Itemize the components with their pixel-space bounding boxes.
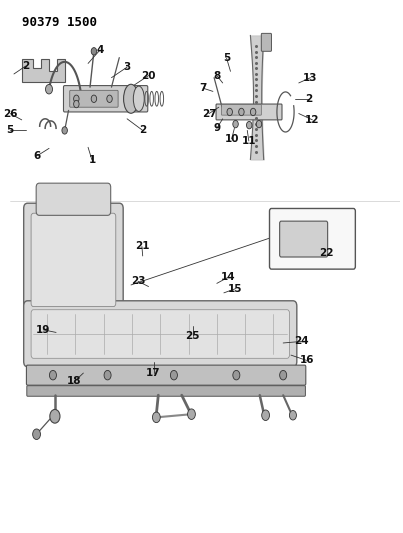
Text: 19: 19: [36, 325, 50, 335]
Text: 6: 6: [34, 151, 41, 161]
Ellipse shape: [124, 84, 138, 114]
Text: 18: 18: [67, 376, 82, 386]
Text: 2: 2: [139, 125, 146, 135]
Text: 12: 12: [305, 115, 320, 125]
Ellipse shape: [170, 370, 177, 380]
Ellipse shape: [187, 409, 195, 419]
Text: 13: 13: [303, 72, 318, 83]
Ellipse shape: [289, 410, 297, 420]
Ellipse shape: [91, 95, 97, 102]
Ellipse shape: [280, 370, 287, 380]
Text: 3: 3: [123, 62, 131, 72]
Text: 9: 9: [213, 123, 220, 133]
Text: 25: 25: [185, 331, 200, 341]
Ellipse shape: [233, 120, 238, 128]
FancyBboxPatch shape: [70, 90, 118, 107]
Text: 7: 7: [199, 83, 207, 93]
Text: 26: 26: [3, 109, 17, 118]
Text: 10: 10: [224, 134, 239, 144]
Text: 5: 5: [223, 53, 230, 63]
Text: 20: 20: [141, 70, 156, 80]
Ellipse shape: [133, 86, 144, 111]
Text: 11: 11: [241, 136, 256, 146]
Ellipse shape: [233, 370, 240, 380]
Text: 24: 24: [295, 336, 309, 346]
FancyBboxPatch shape: [36, 183, 111, 215]
Ellipse shape: [50, 370, 56, 380]
Text: 90379 1500: 90379 1500: [22, 16, 97, 29]
Ellipse shape: [74, 100, 79, 108]
FancyBboxPatch shape: [261, 34, 272, 51]
FancyBboxPatch shape: [31, 213, 116, 306]
FancyBboxPatch shape: [270, 208, 355, 269]
Text: 22: 22: [319, 248, 333, 259]
Ellipse shape: [227, 108, 233, 116]
Text: 27: 27: [202, 109, 216, 118]
Text: 23: 23: [131, 276, 145, 286]
Ellipse shape: [247, 122, 252, 129]
FancyBboxPatch shape: [27, 365, 306, 385]
Ellipse shape: [239, 108, 244, 116]
Text: 8: 8: [213, 70, 220, 80]
Ellipse shape: [33, 429, 40, 440]
Ellipse shape: [104, 370, 111, 380]
Text: 5: 5: [6, 125, 14, 135]
Ellipse shape: [91, 47, 97, 55]
Ellipse shape: [62, 127, 67, 134]
Ellipse shape: [250, 108, 256, 116]
Text: 2: 2: [305, 94, 312, 104]
FancyBboxPatch shape: [31, 310, 289, 358]
FancyBboxPatch shape: [216, 104, 282, 120]
Ellipse shape: [50, 409, 60, 423]
Text: 4: 4: [96, 45, 104, 55]
Text: 1: 1: [88, 155, 96, 165]
FancyBboxPatch shape: [64, 86, 148, 112]
Text: 17: 17: [146, 368, 161, 378]
Ellipse shape: [46, 84, 52, 94]
FancyBboxPatch shape: [222, 104, 261, 115]
Text: 16: 16: [299, 356, 314, 366]
Ellipse shape: [152, 412, 160, 423]
Text: 14: 14: [221, 272, 236, 282]
Ellipse shape: [262, 410, 270, 421]
FancyBboxPatch shape: [280, 221, 328, 257]
FancyBboxPatch shape: [27, 386, 305, 396]
FancyBboxPatch shape: [24, 203, 123, 317]
Polygon shape: [22, 59, 64, 82]
Text: 15: 15: [229, 284, 243, 294]
Ellipse shape: [107, 95, 112, 102]
Text: 2: 2: [22, 61, 29, 71]
Ellipse shape: [256, 120, 262, 128]
Text: 21: 21: [135, 241, 149, 252]
FancyBboxPatch shape: [24, 301, 297, 367]
Ellipse shape: [74, 95, 79, 102]
